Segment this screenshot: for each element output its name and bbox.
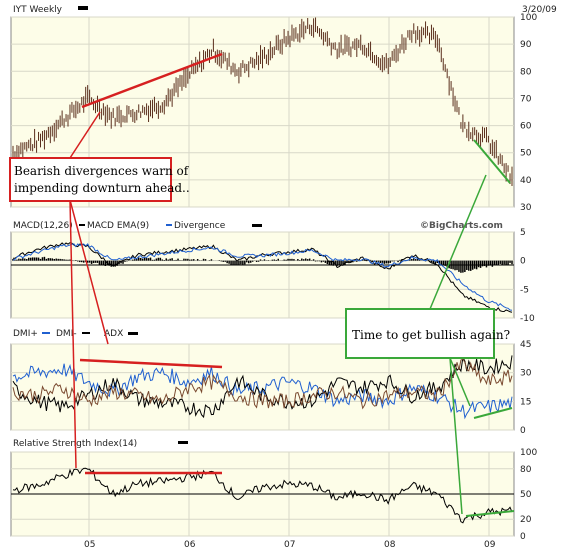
x-tick-label: 06	[184, 540, 196, 550]
macd-legend-3-swatch	[252, 224, 262, 227]
dmi-legend-1: DMI+	[13, 329, 38, 339]
series-line-relative-strength-index-14-	[12, 467, 513, 524]
series-line-dmi-	[12, 355, 513, 419]
pointer-to-rsi	[69, 199, 77, 469]
dmi-y-tick-label: 30	[520, 369, 532, 379]
series-line-macd-ema-9-	[12, 243, 513, 311]
dmi-legend-2-swatch	[82, 332, 90, 334]
dmi-legend-3: ADX	[104, 329, 123, 339]
pointer-to-price-bottom	[429, 174, 487, 310]
dmi-y-tick-label: 15	[520, 397, 531, 407]
bullish-annotation-text: Time to get bullish again?	[352, 328, 510, 342]
macd-y-tick-label: -10	[520, 314, 535, 324]
dmi-legend-1-swatch	[42, 332, 50, 334]
bullish-annotation-box	[345, 308, 495, 359]
x-tick-label: 08	[384, 540, 396, 550]
bearish-annotation-box	[9, 157, 172, 202]
price-y-tick-label: 60	[520, 122, 532, 132]
rsi-bullish-line	[465, 510, 515, 517]
dmi-y-tick-label: 45	[520, 340, 531, 350]
bearish-annotation-line-2: impending downturn ahead..	[14, 181, 190, 195]
macd-legend: MACD(12,26) MACD EMA(9) Divergence	[13, 221, 262, 231]
macd-legend-3: Divergence	[174, 221, 226, 231]
pointer-to-dmi-bottom	[449, 357, 471, 407]
rsi-legend-swatch	[178, 441, 188, 444]
price-y-tick-label: 50	[520, 149, 532, 159]
macd-panel	[10, 231, 515, 319]
price-legend: IYT Weekly	[13, 5, 63, 15]
rsi-y-tick-label: 80	[520, 465, 532, 475]
macd-legend-1: MACD(12,26)	[13, 221, 73, 231]
watermark: ©BigCharts.com	[420, 221, 503, 231]
date-label: 3/20/09	[522, 5, 557, 15]
price-y-tick-label: 100	[520, 13, 537, 23]
pointer-to-macd	[69, 199, 109, 345]
dmi-bullish-line	[473, 407, 513, 419]
pointer-to-price	[69, 111, 101, 159]
price-divergence-line	[81, 52, 223, 109]
price-y-tick-label: 80	[520, 67, 532, 77]
macd-y-tick-label: -5	[520, 285, 529, 295]
macd-legend-1-swatch	[79, 224, 85, 226]
price-y-tick-label: 70	[520, 94, 532, 104]
dmi-divergence-line	[79, 358, 223, 369]
x-tick-label: 09	[484, 540, 496, 550]
rsi-y-tick-label: 50	[520, 490, 532, 500]
rsi-y-tick-label: 0	[520, 532, 526, 542]
dmi-legend: DMI+ DMI- ADX	[13, 329, 138, 339]
x-tick-label: 05	[84, 540, 95, 550]
price-legend-swatch	[78, 6, 88, 10]
price-bullish-line	[473, 139, 511, 184]
price-y-tick-label: 40	[520, 176, 532, 186]
pointer-to-rsi-bottom	[449, 357, 463, 515]
macd-y-tick-label: 5	[520, 228, 526, 238]
rsi-y-tick-label: 20	[520, 515, 532, 525]
dmi-y-tick-label: 0	[520, 426, 526, 436]
series-line-adx	[12, 358, 513, 410]
macd-legend-2: MACD EMA(9)	[87, 221, 149, 231]
bearish-annotation-line-1: Bearish divergences warn of	[14, 164, 190, 178]
macd-y-tick-label: 0	[520, 257, 526, 267]
dmi-legend-2: DMI-	[56, 329, 77, 339]
price-y-tick-label: 30	[520, 203, 532, 213]
dmi-legend-3-swatch	[128, 332, 138, 335]
x-tick-label: 07	[284, 540, 295, 550]
price-y-tick-label: 90	[520, 40, 532, 50]
series-line-macd-12-26-	[12, 242, 513, 313]
macd-legend-2-swatch	[166, 224, 172, 226]
rsi-y-tick-label: 100	[520, 448, 537, 458]
